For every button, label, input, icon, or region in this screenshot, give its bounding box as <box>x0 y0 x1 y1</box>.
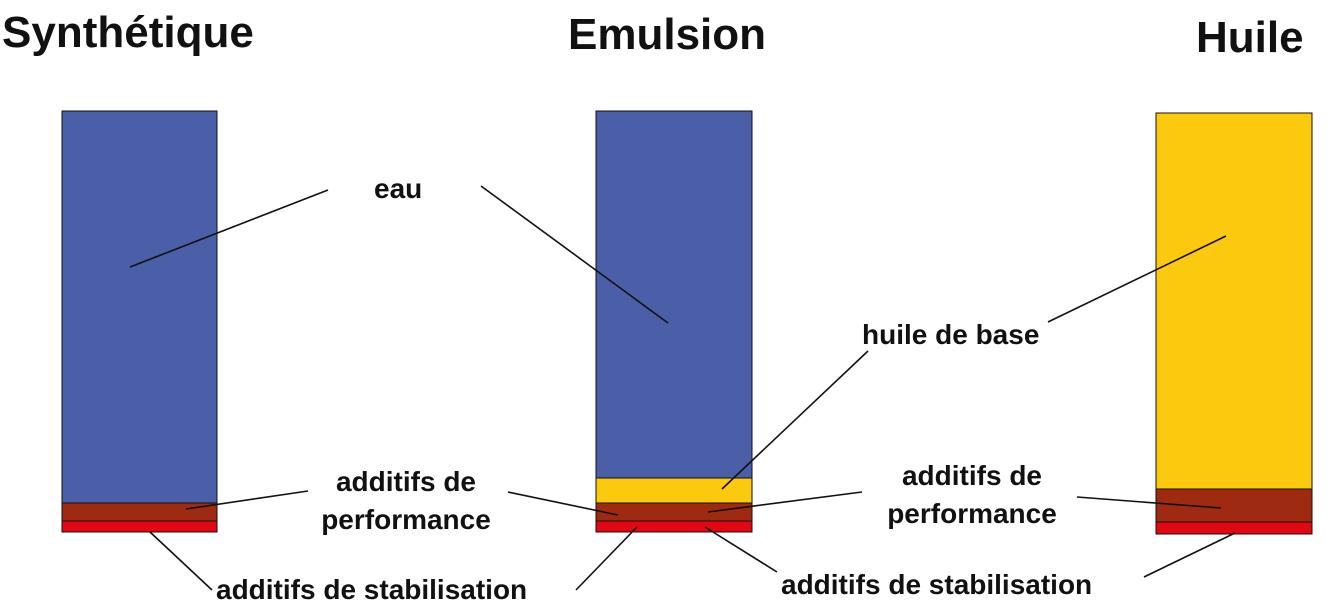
leader-stabilisation-emulsion-left <box>575 526 638 591</box>
segment-additifs-stabilisation <box>61 520 218 533</box>
leader-performance-huile <box>1076 496 1222 509</box>
segment-huile-de-base <box>1155 112 1313 490</box>
leader-eau-synthetique <box>129 189 329 268</box>
leader-lines <box>129 185 1236 591</box>
title-huile: Huile <box>1196 13 1304 62</box>
bar-synthetique <box>61 110 218 533</box>
label-eau: eau <box>374 173 422 204</box>
leader-performance-emulsion-left <box>507 491 619 516</box>
segment-eau <box>61 110 218 504</box>
leader-huile-de-base-emulsion <box>721 350 869 490</box>
leader-stabilisation-emulsion-right <box>704 526 778 573</box>
label-additifs-performance-1-line2: performance <box>321 504 491 535</box>
leader-performance-emulsion-right <box>707 491 863 513</box>
leader-performance-synthetique <box>185 490 309 510</box>
leader-huile-de-base-huile <box>1047 235 1227 323</box>
label-additifs-stabilisation-1: additifs de stabilisation <box>216 574 527 605</box>
segment-additifs-stabilisation <box>1155 521 1313 535</box>
bar-emulsion <box>595 110 753 533</box>
segment-additifs-stabilisation <box>595 520 753 533</box>
leader-eau-emulsion <box>480 185 669 324</box>
segment-eau <box>595 110 753 479</box>
label-additifs-performance-2-line1: additifs de <box>902 460 1042 491</box>
title-emulsion: Emulsion <box>568 10 766 59</box>
bar-huile <box>1155 112 1313 535</box>
segment-huile-de-base <box>595 477 753 504</box>
segment-additifs-performance <box>595 502 753 522</box>
segment-additifs-performance <box>61 502 218 522</box>
leader-stabilisation-huile <box>1143 532 1236 578</box>
label-additifs-performance-2-line2: performance <box>887 498 1057 529</box>
leader-stabilisation-synthetique <box>149 531 213 591</box>
label-additifs-performance-1-line1: additifs de <box>336 466 476 497</box>
label-additifs-stabilisation-2: additifs de stabilisation <box>781 569 1092 600</box>
label-huile-de-base: huile de base <box>862 319 1039 350</box>
title-synthetique: Synthétique <box>2 8 254 57</box>
